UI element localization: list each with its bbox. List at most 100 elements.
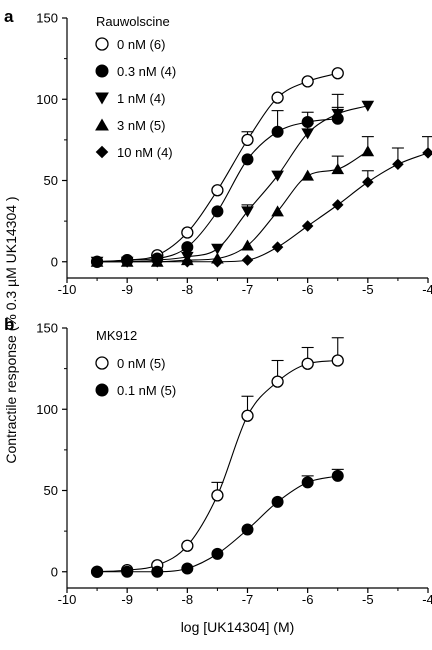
fit-curve <box>97 150 369 263</box>
data-point <box>241 206 254 218</box>
legend-marker <box>95 383 109 397</box>
y-tick-label: 100 <box>36 402 58 417</box>
x-tick-label: -7 <box>242 592 254 607</box>
y-tick-label: 50 <box>44 483 58 498</box>
y-tick-label: 100 <box>36 92 58 107</box>
data-point <box>211 489 224 502</box>
data-point <box>271 125 284 138</box>
legend-label: 3 nM (5) <box>117 118 165 133</box>
data-point <box>271 205 284 217</box>
data-point <box>331 354 344 367</box>
series-0 <box>90 337 344 578</box>
legend-item: 3 nM (5) <box>95 118 165 133</box>
legend-marker <box>95 145 109 159</box>
data-point <box>211 255 224 268</box>
x-tick-label: -9 <box>121 282 133 297</box>
data-point <box>361 145 375 157</box>
data-point <box>301 220 314 232</box>
data-point <box>211 205 224 218</box>
legend-label: 0.1 nM (5) <box>117 383 176 398</box>
data-point <box>392 158 404 171</box>
data-point <box>211 243 224 255</box>
fit-curve <box>97 152 429 263</box>
y-tick-label: 50 <box>44 173 58 188</box>
legend-item: 0 nM (5) <box>95 356 165 371</box>
data-point <box>241 409 254 422</box>
series-4 <box>91 136 432 268</box>
data-point <box>331 199 344 211</box>
legend-title: MK912 <box>96 328 137 343</box>
legend-item: 0.3 nM (4) <box>95 64 176 79</box>
legend-item: 10 nM (4) <box>95 145 173 160</box>
legend-marker <box>95 356 109 370</box>
data-point <box>271 170 284 182</box>
data-point <box>181 255 194 268</box>
legend-marker <box>95 92 109 105</box>
legend-label: 0 nM (5) <box>117 356 165 371</box>
data-point <box>241 153 254 166</box>
x-tick-label: -10 <box>58 282 77 297</box>
data-point <box>271 91 284 104</box>
panel-letter: b <box>4 315 14 334</box>
data-point <box>301 476 314 489</box>
data-point <box>271 241 284 253</box>
data-point <box>331 469 344 482</box>
data-point <box>151 565 164 578</box>
x-tick-label: -8 <box>182 592 194 607</box>
data-point <box>301 357 314 370</box>
data-point <box>331 67 344 80</box>
data-point <box>422 147 432 159</box>
x-tick-label: -7 <box>242 282 254 297</box>
data-point <box>91 255 103 268</box>
x-tick-label: -8 <box>182 282 194 297</box>
data-point <box>181 241 194 254</box>
data-point <box>301 75 314 88</box>
data-point <box>361 100 375 112</box>
y-tick-label: 150 <box>36 11 58 26</box>
data-point <box>151 255 164 268</box>
legend-item: 0.1 nM (5) <box>95 383 176 398</box>
panel-letter: a <box>4 7 14 26</box>
x-tick-label: -4 <box>422 592 432 607</box>
legend-label: 0.3 nM (4) <box>117 64 176 79</box>
data-point <box>181 226 194 239</box>
x-tick-label: -10 <box>58 592 77 607</box>
panels: a 0 50 100 150 -10 -9 -8 -7 -6 -5 -4 Rauwolscine 0 nM… <box>4 7 432 635</box>
data-point <box>241 239 254 251</box>
legend-title: Rauwolscine <box>96 14 170 29</box>
y-tick-label: 150 <box>36 321 58 336</box>
data-point <box>181 539 194 552</box>
data-point <box>121 565 134 578</box>
y-tick-label: 0 <box>51 564 58 579</box>
data-point <box>211 547 224 560</box>
legend-marker <box>95 37 109 51</box>
legend-marker <box>95 118 109 131</box>
legend-item: 1 nM (4) <box>95 91 165 106</box>
data-point <box>331 108 345 120</box>
x-tick-label: -5 <box>362 592 374 607</box>
data-point <box>91 565 104 578</box>
data-point <box>271 495 284 508</box>
data-point <box>301 128 314 140</box>
data-point <box>241 133 254 147</box>
data-point <box>331 163 345 175</box>
x-axis-label: log [UK14304] (M) <box>181 619 295 635</box>
data-point <box>121 255 133 268</box>
x-tick-label: -6 <box>302 282 314 297</box>
data-point <box>362 176 374 188</box>
data-point <box>271 375 284 388</box>
y-axis-label: Contractile response (% 0.3 µM UK14304 ) <box>3 196 19 463</box>
x-tick-label: -5 <box>362 282 374 297</box>
data-point <box>241 523 254 536</box>
panel-b: b 0 50 100 150 -10 -9 -8 -7 -6 -5 -4 log [UK14304] (… <box>4 315 432 635</box>
legend-label: 1 nM (4) <box>117 91 165 106</box>
x-tick-label: -9 <box>121 592 133 607</box>
series-1 <box>91 468 344 578</box>
x-tick-label: -4 <box>422 282 432 297</box>
legend-marker <box>95 64 109 78</box>
x-tick-label: -6 <box>302 592 314 607</box>
legend-label: 10 nM (4) <box>117 145 173 160</box>
y-tick-label: 0 <box>51 254 58 269</box>
legend-label: 0 nM (6) <box>117 37 165 52</box>
